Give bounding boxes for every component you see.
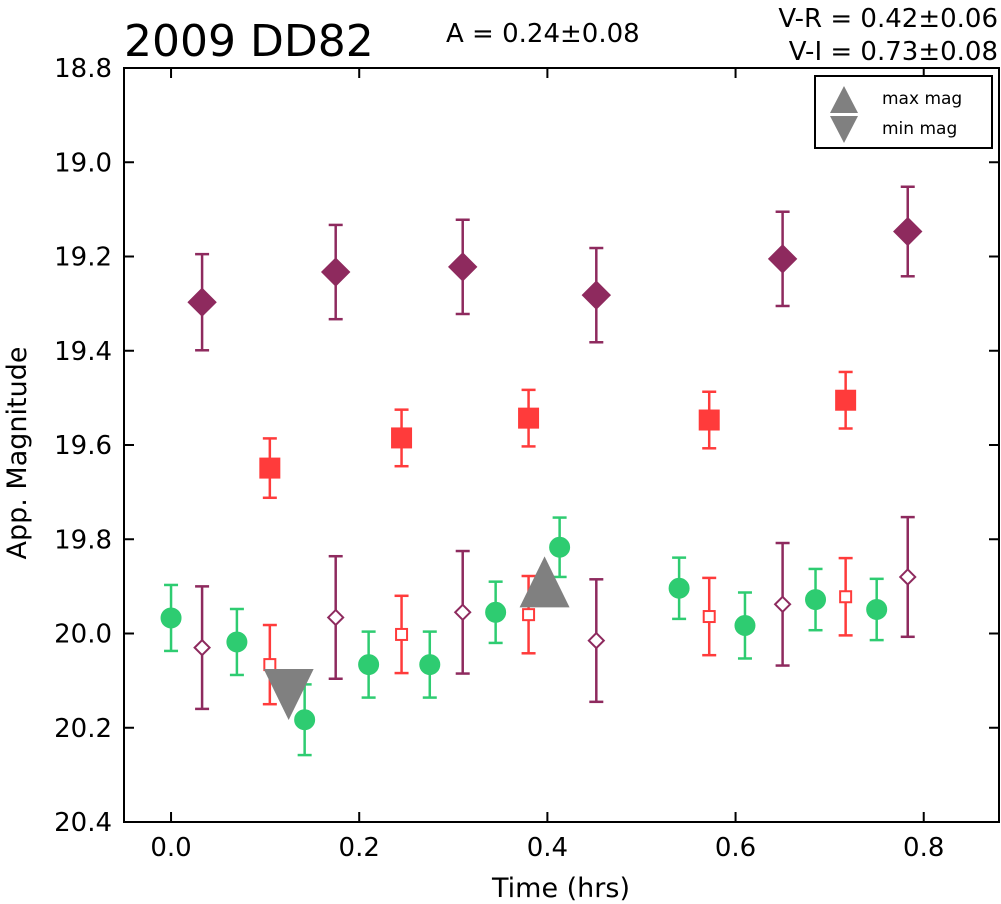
x-tick-label: 0.4 — [527, 833, 568, 863]
vr-color-annotation: V-R = 0.42±0.06 — [778, 4, 998, 34]
data-point-diamond — [326, 608, 345, 627]
data-point-square — [522, 608, 536, 622]
x-tick-label: 0.8 — [903, 833, 944, 863]
x-axis-label: Time (hrs) — [491, 873, 630, 904]
legend: max mag min mag — [814, 75, 993, 149]
data-point-diamond — [581, 280, 612, 310]
plot-frame — [123, 67, 1000, 823]
data-point-square — [702, 610, 716, 624]
legend-max-mag-marker — [830, 86, 858, 113]
data-point-diamond — [898, 568, 917, 586]
y-tick-label: 19.8 — [54, 525, 112, 555]
y-tick-label: 20.2 — [54, 714, 112, 744]
y-tick-label: 19.4 — [54, 337, 112, 367]
y-tick-label: 19.6 — [54, 431, 112, 461]
data-point-diamond — [893, 216, 923, 247]
legend-min-mag-marker — [830, 116, 858, 143]
x-axis-ticks: 0.0 0.2 0.4 0.6 0.8 — [150, 68, 944, 863]
x-tick-label: 0.0 — [150, 833, 191, 863]
data-point-diamond — [767, 244, 798, 274]
plot-area — [160, 185, 923, 757]
y-tick-label: 20.0 — [54, 620, 112, 650]
data-point-square — [263, 658, 277, 672]
data-point-circle — [294, 709, 316, 731]
data-point-circle — [226, 631, 248, 653]
data-point-circle — [485, 601, 507, 623]
y-tick-label: 20.4 — [54, 808, 112, 838]
data-point-square — [518, 407, 540, 429]
x-tick-label: 0.2 — [339, 833, 380, 863]
y-axis-label: App. Magnitude — [2, 347, 33, 560]
data-point-diamond — [453, 603, 472, 622]
max-mag-marker — [519, 556, 570, 608]
vi-color-annotation: V-I = 0.73±0.08 — [789, 37, 998, 67]
data-point-circle — [668, 577, 690, 599]
y-axis-ticks: 18.8 19.0 19.2 19.4 19.6 19.8 20.0 20.2 20.4 — [54, 54, 999, 838]
data-point-diamond — [187, 287, 217, 317]
data-point-diamond — [587, 631, 606, 650]
data-point-circle — [160, 607, 182, 629]
legend-min-mag-label: min mag — [882, 119, 957, 139]
amplitude-annotation: A = 0.24±0.08 — [446, 19, 640, 49]
y-tick-label: 19.0 — [54, 148, 112, 178]
data-point-square — [395, 627, 409, 641]
data-point-square — [391, 427, 413, 449]
data-point-circle — [805, 589, 827, 611]
data-point-circle — [734, 614, 756, 636]
data-point-square — [839, 590, 853, 604]
data-point-square — [698, 409, 720, 431]
data-point-circle — [419, 654, 441, 676]
y-tick-label: 18.8 — [54, 54, 112, 84]
x-tick-label: 0.6 — [715, 833, 756, 863]
data-point-circle — [358, 654, 380, 676]
chart-title: 2009 DD82 — [124, 16, 374, 67]
min-mag-marker — [263, 669, 314, 721]
data-point-square — [259, 457, 281, 479]
data-point-diamond — [193, 638, 212, 657]
data-point-diamond — [448, 252, 478, 282]
data-point-diamond — [773, 595, 792, 614]
data-point-circle — [866, 598, 888, 620]
legend-max-mag-label: max mag — [882, 89, 962, 109]
data-point-square — [835, 389, 857, 411]
y-tick-label: 19.2 — [54, 243, 112, 273]
data-point-diamond — [320, 257, 351, 287]
data-point-circle — [549, 536, 571, 558]
